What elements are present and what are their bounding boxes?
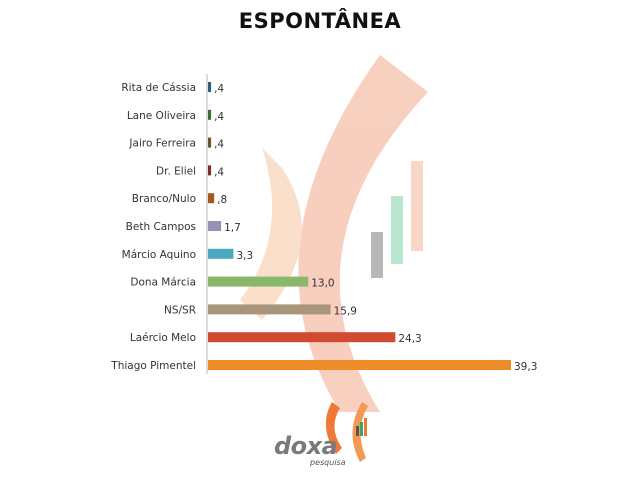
value-label: ,4	[214, 166, 224, 178]
bar	[208, 304, 331, 315]
category-label: Jairo Ferreira	[128, 138, 196, 150]
category-label: Branco/Nulo	[132, 193, 196, 205]
category-label: Dona Márcia	[130, 277, 196, 289]
logo-subtitle: pesquisa	[310, 458, 346, 467]
bar	[208, 360, 511, 370]
category-label: Rita de Cássia	[121, 82, 196, 94]
category-label: Beth Campos	[126, 221, 196, 233]
value-label: ,4	[214, 83, 224, 95]
value-label: 15,9	[334, 305, 357, 317]
bar	[208, 193, 215, 204]
bars-layer: Rita de Cássia ,4 Lane Oliveira ,4 Jairo Fer…	[110, 82, 537, 373]
bar	[208, 221, 222, 231]
bar	[208, 109, 212, 120]
category-label: Lane Oliveira	[127, 110, 196, 122]
logo-mark-icon	[325, 402, 368, 462]
category-label: Laércio Melo	[130, 332, 196, 344]
value-label: ,4	[214, 139, 224, 151]
value-label: 13,0	[311, 278, 334, 290]
small-arc-decoration	[240, 148, 302, 320]
logo-wordmark: doxa	[274, 432, 338, 460]
deco-bar-green	[391, 196, 403, 264]
bar	[208, 137, 212, 148]
deco-bar-peach	[411, 161, 423, 251]
value-label: 24,3	[398, 333, 421, 345]
bar	[208, 276, 309, 287]
bar	[208, 82, 212, 92]
doxa-logo: doxa pesquisa	[270, 396, 380, 470]
category-label: Márcio Aquino	[122, 249, 196, 261]
bar	[208, 248, 234, 259]
bar	[208, 332, 396, 343]
value-label: ,8	[217, 194, 227, 206]
category-label: Dr. Eliel	[156, 165, 196, 177]
deco-bar-gray	[371, 232, 383, 278]
bar	[208, 165, 212, 176]
value-label: 3,3	[236, 250, 253, 262]
background-decoration	[240, 55, 428, 412]
chart-title: ESPONTÂNEA	[238, 9, 402, 33]
category-label: Thiago Pimentel	[110, 360, 196, 372]
value-label: 1,7	[224, 222, 241, 234]
value-label: 39,3	[514, 361, 537, 373]
category-label: NS/SR	[164, 304, 196, 316]
large-arc-decoration	[298, 55, 428, 412]
value-label: ,4	[214, 111, 224, 123]
